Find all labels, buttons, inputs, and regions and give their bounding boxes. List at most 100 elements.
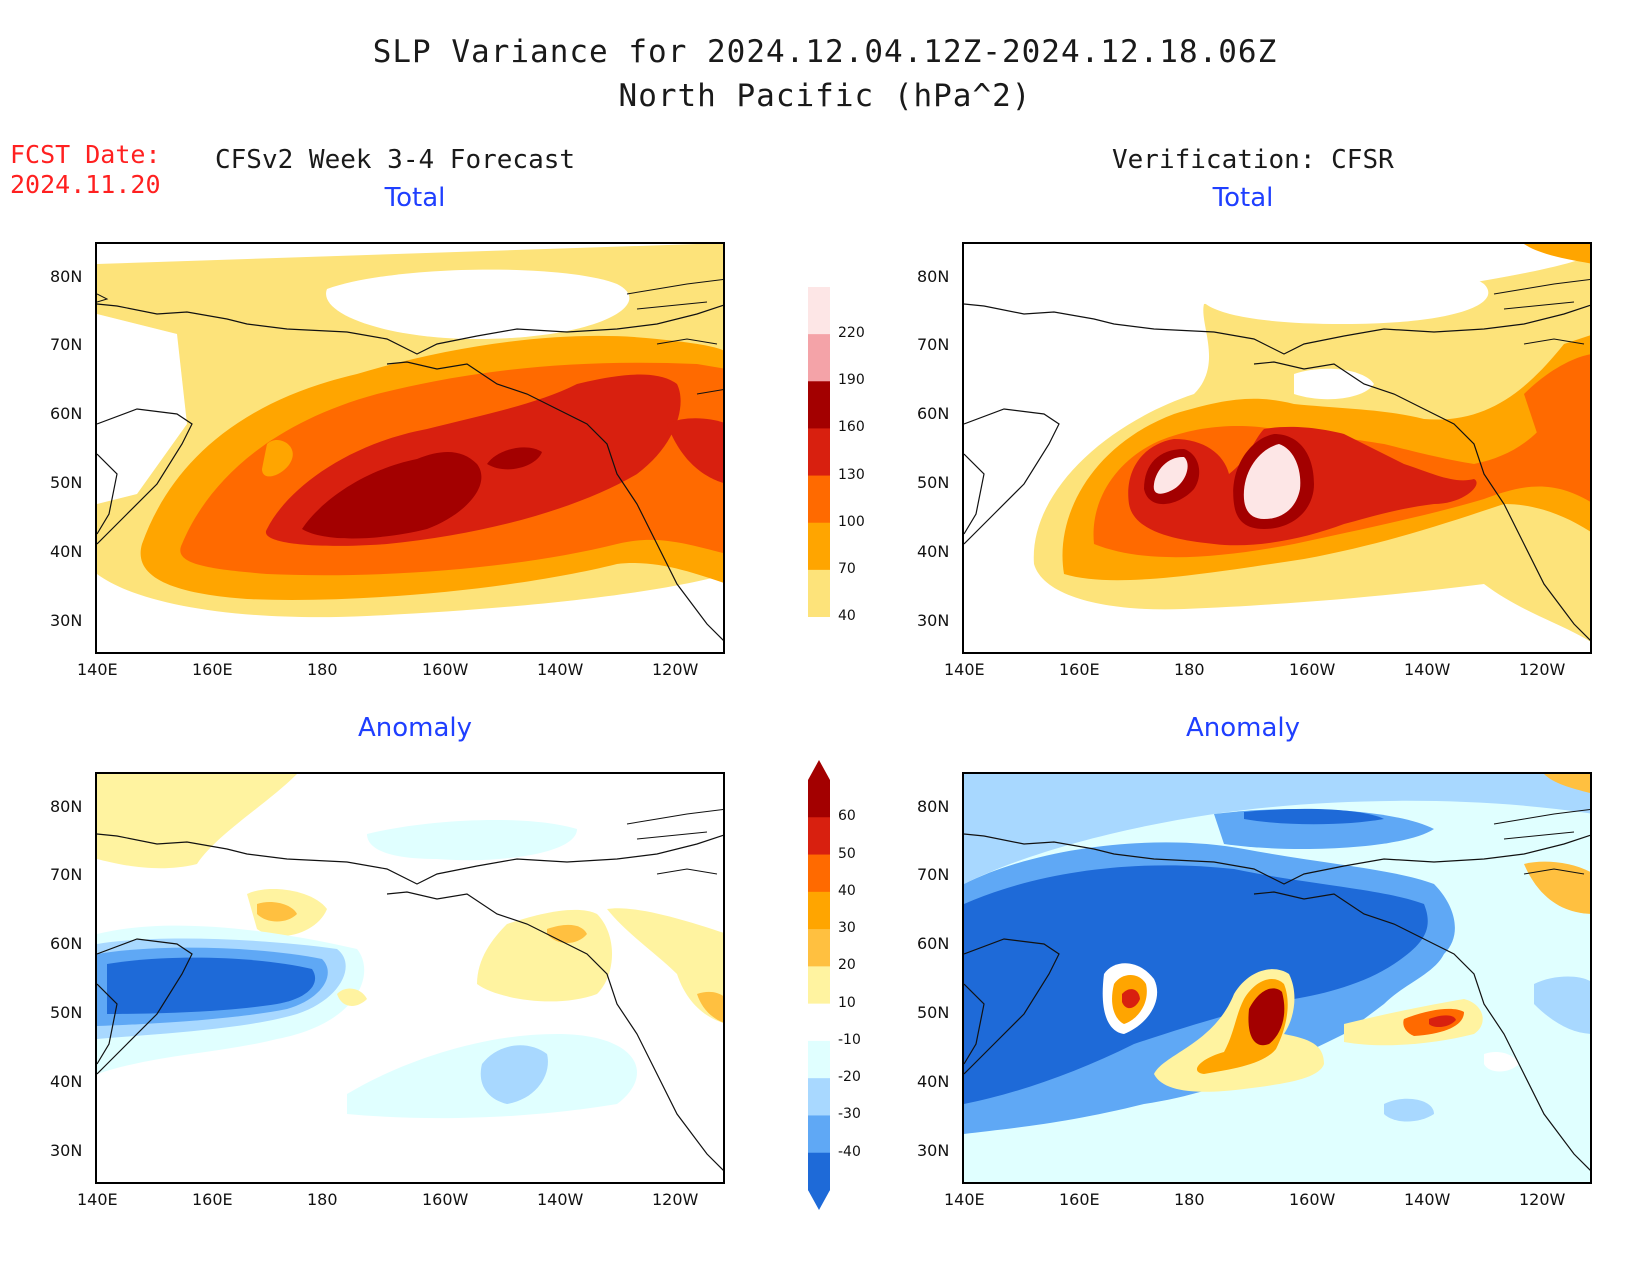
colorbar-level-label: 160 xyxy=(838,419,865,436)
panel-title-forecast-total: Total xyxy=(384,183,446,213)
x-tick-label: 120W xyxy=(1519,660,1566,679)
y-tick-label: 60N xyxy=(917,404,950,423)
colorbar-level-label: 40 xyxy=(838,608,856,624)
y-tick-label: 50N xyxy=(917,1003,950,1022)
x-tick-label: 180 xyxy=(307,1190,338,1209)
x-tick-label: 140E xyxy=(77,1190,118,1209)
x-tick-label: 140W xyxy=(537,1190,584,1209)
colorbar-swatch xyxy=(808,569,830,617)
colorbar-swatch xyxy=(808,287,830,335)
forecast-column-title: CFSv2 Week 3-4 Forecast xyxy=(215,145,576,175)
y-tick-label: 40N xyxy=(917,1072,950,1091)
x-tick-label: 140E xyxy=(77,660,118,679)
colorbar-level-label: 30 xyxy=(838,920,856,937)
x-tick-label: 160E xyxy=(1059,1190,1100,1209)
colorbar-swatch xyxy=(808,1003,830,1042)
x-tick-label: 140W xyxy=(537,660,584,679)
colorbar-swatch xyxy=(808,381,830,429)
colorbar-swatch xyxy=(808,854,830,893)
colorbar-swatch xyxy=(808,475,830,524)
colorbar-swatch xyxy=(808,891,830,930)
panel-title-verification-total: Total xyxy=(1212,183,1274,213)
map-forecast-anomaly xyxy=(95,772,725,1184)
x-tick-label: 180 xyxy=(1174,660,1205,679)
y-tick-label: 40N xyxy=(917,542,950,561)
y-tick-label: 50N xyxy=(917,473,950,492)
x-tick-label: 160W xyxy=(422,660,469,679)
colorbar-level-label: 190 xyxy=(838,372,865,389)
map-verification-anomaly xyxy=(962,772,1592,1184)
colorbar-anomaly: 60 50 40 30 20 10 -10 -20 -30 -40 xyxy=(808,760,898,1210)
colorbar-swatch xyxy=(808,929,830,967)
panel-title-verification-anomaly: Anomaly xyxy=(1185,713,1301,743)
colorbar-bottom-arrow xyxy=(808,1190,830,1210)
y-tick-label: 80N xyxy=(50,267,83,286)
colorbar-swatch xyxy=(808,966,830,1005)
colorbar-swatches xyxy=(808,287,830,617)
x-tick-label: 140E xyxy=(944,1190,985,1209)
colorbar-swatch xyxy=(808,522,830,571)
y-tick-label: 40N xyxy=(50,1072,83,1091)
colorbar-level-label: 60 xyxy=(838,808,856,825)
y-tick-label: 30N xyxy=(917,1141,950,1160)
fcst-date-value: 2024.11.20 xyxy=(10,170,161,199)
colorbar-swatch xyxy=(808,780,830,818)
y-tick-label: 40N xyxy=(50,542,83,561)
x-tick-label: 160E xyxy=(192,660,233,679)
map-forecast-total xyxy=(95,242,725,654)
x-tick-label: 160W xyxy=(1289,660,1336,679)
y-tick-label: 70N xyxy=(50,865,83,884)
y-tick-label: 70N xyxy=(917,865,950,884)
colorbar-level-label: -30 xyxy=(838,1106,861,1123)
y-tick-label: 60N xyxy=(50,934,83,953)
panel-title-forecast-anomaly: Anomaly xyxy=(357,713,473,743)
colorbar-total: 220 190 160 130 100 70 40 xyxy=(808,287,898,624)
colorbar-swatch xyxy=(808,334,830,382)
colorbar-level-label: -40 xyxy=(838,1143,861,1160)
x-tick-label: 160E xyxy=(1059,660,1100,679)
x-tick-label: 140W xyxy=(1404,660,1451,679)
colorbar-swatch xyxy=(808,1115,830,1154)
colorbar-swatch xyxy=(808,817,830,856)
colorbar-swatch xyxy=(808,428,830,477)
x-tick-label: 120W xyxy=(1519,1190,1566,1209)
y-tick-label: 50N xyxy=(50,473,83,492)
verification-column-title: Verification: CFSR xyxy=(1112,145,1394,175)
x-tick-label: 180 xyxy=(307,660,338,679)
colorbar-level-label: 40 xyxy=(838,882,856,899)
fcst-date-label: FCST Date: xyxy=(10,140,161,169)
y-tick-label: 60N xyxy=(917,934,950,953)
map-verification-total xyxy=(962,242,1592,654)
y-tick-label: 80N xyxy=(917,797,950,816)
colorbar-level-label: -20 xyxy=(838,1069,861,1086)
y-tick-label: 80N xyxy=(917,267,950,286)
x-tick-label: 160E xyxy=(192,1190,233,1209)
y-tick-label: 30N xyxy=(50,1141,83,1160)
x-tick-label: 120W xyxy=(652,660,699,679)
y-tick-label: 30N xyxy=(917,611,950,630)
colorbar-swatch xyxy=(808,1152,830,1191)
colorbar-swatches xyxy=(808,760,830,1210)
colorbar-level-label: 220 xyxy=(838,325,865,342)
colorbar-top-arrow xyxy=(808,760,830,780)
colorbar-level-label: 100 xyxy=(838,513,865,530)
x-tick-label: 140W xyxy=(1404,1190,1451,1209)
colorbar-level-label: 20 xyxy=(838,957,856,974)
x-tick-label: 120W xyxy=(652,1190,699,1209)
x-tick-label: 160W xyxy=(422,1190,469,1209)
y-tick-label: 60N xyxy=(50,404,83,423)
x-tick-label: 140E xyxy=(944,660,985,679)
colorbar-level-label: 130 xyxy=(838,466,865,483)
y-tick-label: 70N xyxy=(50,335,83,354)
colorbar-level-label: 70 xyxy=(838,560,856,577)
figure-title: SLP Variance for 2024.12.04.12Z-2024.12.… xyxy=(372,34,1278,70)
y-tick-label: 70N xyxy=(917,335,950,354)
colorbar-swatch xyxy=(808,1078,830,1116)
colorbar-swatch xyxy=(808,1040,830,1079)
x-tick-label: 160W xyxy=(1289,1190,1336,1209)
x-tick-label: 180 xyxy=(1174,1190,1205,1209)
figure-subtitle: North Pacific (hPa^2) xyxy=(618,78,1032,114)
y-tick-label: 50N xyxy=(50,1003,83,1022)
colorbar-level-label: -10 xyxy=(838,1031,861,1048)
y-tick-label: 80N xyxy=(50,797,83,816)
